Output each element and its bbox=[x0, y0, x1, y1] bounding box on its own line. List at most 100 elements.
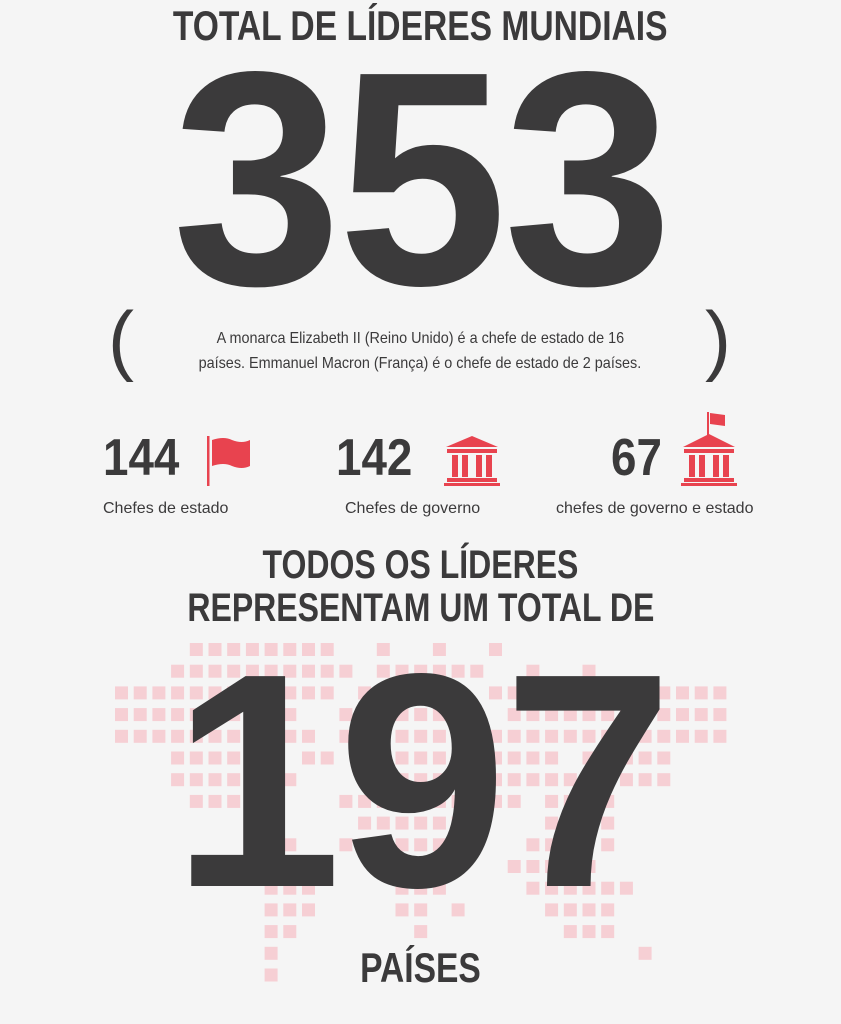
map-cell bbox=[395, 860, 409, 873]
map-cell bbox=[208, 773, 222, 787]
map-cell bbox=[432, 751, 446, 765]
map-cell bbox=[545, 903, 559, 917]
map-cell bbox=[376, 838, 390, 852]
map-cell bbox=[563, 729, 577, 743]
map-cell bbox=[227, 773, 241, 787]
map-cell bbox=[264, 946, 278, 960]
map-cell bbox=[133, 708, 147, 722]
map-cell bbox=[414, 903, 428, 917]
map-cell bbox=[171, 751, 185, 765]
map-cell bbox=[414, 860, 428, 873]
map-cell bbox=[376, 686, 390, 700]
map-cell bbox=[432, 708, 446, 722]
map-cell bbox=[264, 860, 278, 873]
map-cell bbox=[302, 881, 315, 895]
map-cell bbox=[208, 686, 222, 700]
map-cell bbox=[339, 664, 353, 678]
map-cell bbox=[601, 686, 615, 700]
map-cell bbox=[638, 708, 652, 722]
map-cell bbox=[414, 925, 428, 939]
map-cell bbox=[563, 838, 577, 852]
map-cell bbox=[507, 729, 521, 743]
map-cell bbox=[208, 643, 222, 656]
map-cell bbox=[283, 925, 297, 939]
map-cell bbox=[395, 881, 409, 895]
map-cell bbox=[283, 773, 297, 787]
map-cell bbox=[526, 881, 540, 895]
map-cell bbox=[601, 838, 615, 852]
map-cell bbox=[601, 794, 615, 808]
map-cell bbox=[414, 708, 428, 722]
map-cell bbox=[264, 643, 278, 656]
map-cell bbox=[432, 860, 446, 873]
map-cell bbox=[638, 773, 652, 787]
map-cell bbox=[507, 773, 521, 787]
map-cell bbox=[489, 643, 502, 656]
map-cell bbox=[470, 773, 484, 787]
map-cell bbox=[582, 729, 596, 743]
map-cell bbox=[545, 729, 559, 743]
map-cell bbox=[358, 816, 372, 830]
map-cell bbox=[451, 773, 465, 787]
map-cell bbox=[545, 686, 559, 700]
map-cell bbox=[283, 664, 297, 678]
map-cell bbox=[245, 751, 259, 765]
map-cell bbox=[470, 664, 484, 678]
map-cell bbox=[619, 729, 633, 743]
map-cell bbox=[264, 838, 278, 852]
map-cell bbox=[414, 729, 428, 743]
map-cell bbox=[657, 686, 671, 700]
map-cell bbox=[245, 643, 259, 656]
map-cell bbox=[395, 838, 409, 852]
map-cell bbox=[451, 816, 465, 830]
map-cell bbox=[302, 903, 315, 917]
map-cell bbox=[395, 794, 409, 808]
map-cell bbox=[694, 686, 708, 700]
stat-heads-of-state: 144 Chefes de estado bbox=[103, 432, 250, 517]
map-cell bbox=[245, 729, 259, 743]
map-cell bbox=[358, 773, 372, 787]
map-cell bbox=[451, 686, 465, 700]
map-cell bbox=[227, 643, 241, 656]
map-cell bbox=[339, 794, 353, 808]
map-cell bbox=[638, 686, 652, 700]
map-cell bbox=[545, 794, 559, 808]
map-cell bbox=[283, 708, 297, 722]
map-cell bbox=[208, 708, 222, 722]
map-cell bbox=[414, 816, 428, 830]
map-cell bbox=[526, 664, 540, 678]
map-cell bbox=[545, 860, 559, 873]
map-cell bbox=[470, 794, 484, 808]
map-cell bbox=[563, 773, 577, 787]
map-cell bbox=[432, 729, 446, 743]
map-cell bbox=[451, 794, 465, 808]
map-cell bbox=[582, 708, 596, 722]
map-cell bbox=[376, 794, 390, 808]
map-cell bbox=[676, 686, 689, 700]
map-cell bbox=[320, 751, 334, 765]
map-cell bbox=[189, 686, 203, 700]
map-cell bbox=[414, 664, 428, 678]
map-cell bbox=[395, 664, 409, 678]
map-cell bbox=[526, 708, 540, 722]
map-cell bbox=[432, 773, 446, 787]
map-cell bbox=[657, 729, 671, 743]
government-building-icon bbox=[444, 436, 500, 486]
map-cell bbox=[601, 708, 615, 722]
map-cell bbox=[582, 794, 596, 808]
map-cell bbox=[283, 838, 297, 852]
note-text: A monarca Elizabeth II (Reino Unido) é a… bbox=[198, 330, 642, 372]
map-cell bbox=[657, 751, 671, 765]
map-cell bbox=[171, 729, 185, 743]
map-cell bbox=[601, 925, 615, 939]
map-cell bbox=[638, 729, 652, 743]
map-cell bbox=[208, 794, 222, 808]
map-cell bbox=[563, 903, 577, 917]
map-cell bbox=[619, 773, 633, 787]
map-cell bbox=[339, 708, 353, 722]
map-cell bbox=[619, 708, 633, 722]
map-cell bbox=[189, 794, 203, 808]
map-cell bbox=[320, 686, 334, 700]
map-cell bbox=[470, 708, 484, 722]
